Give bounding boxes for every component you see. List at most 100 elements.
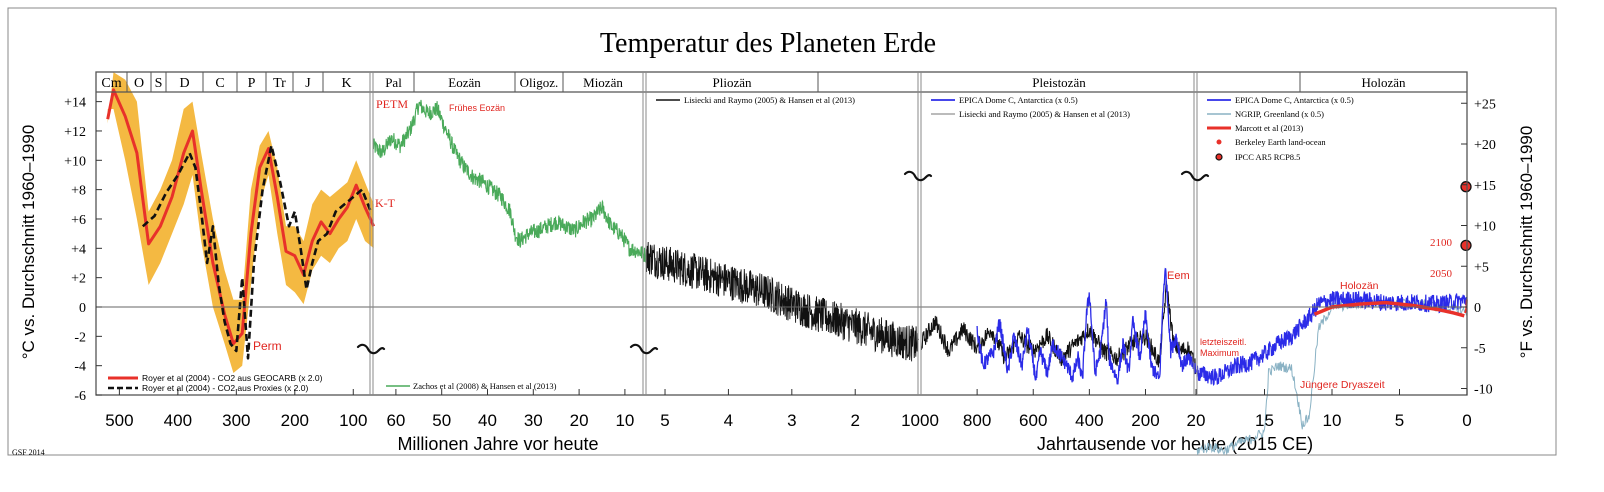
y-tick-label-celsius: -6 <box>74 389 86 404</box>
x-tick-label: 10 <box>1323 411 1342 430</box>
header-label-s: S <box>155 76 163 91</box>
y-tick-label-fahrenheit: -10 <box>1474 383 1493 398</box>
x-tick-label: 100 <box>339 411 367 430</box>
annotation-perm: Perm <box>253 339 282 353</box>
annotation-lgm-line2: Maximum <box>1200 348 1239 358</box>
x-tick-label: 600 <box>1019 411 1047 430</box>
legend-label-berkeley: Berkeley Earth land-ocean <box>1235 137 1326 147</box>
x-tick-label: 400 <box>164 411 192 430</box>
x-tick-label: 200 <box>1131 411 1159 430</box>
legend-swatch-berkeley <box>1216 139 1222 145</box>
x-tick-label: 800 <box>963 411 991 430</box>
x-axis-label-millennia: Jahrtausende vor heute (2015 CE) <box>1037 434 1313 454</box>
credit-text: GSF 2014 <box>12 448 45 457</box>
ipcc-point-2050 <box>1460 239 1472 252</box>
y-tick-label-celsius: -4 <box>74 360 86 375</box>
y-tick-label-fahrenheit: 0 <box>1474 301 1481 316</box>
header-label-oligoz-: Oligoz. <box>520 75 559 90</box>
header-label-c: C <box>215 76 224 91</box>
series-geocarb-line <box>106 88 376 346</box>
legend-label-ipcc: IPCC AR5 RCP8.5 <box>1235 152 1300 162</box>
y-tick-label-fahrenheit: +10 <box>1474 220 1496 235</box>
annotation-kt: K-T <box>375 196 396 210</box>
series-proxies-line <box>141 144 373 360</box>
x-tick-label: 2 <box>850 411 859 430</box>
header-label-d: D <box>179 76 189 91</box>
annotation-juengere-dryaszeit: Jüngere Dryaszeit <box>1300 379 1385 391</box>
annotation-2050: 2050 <box>1430 268 1453 280</box>
annotation-petm: PETM <box>376 97 408 111</box>
y-axis-label-fahrenheit: °F vs. Durchschnitt 1960–1990 <box>1517 126 1536 359</box>
chart-title: Temperatur des Planeten Erde <box>600 28 936 59</box>
y-tick-label-celsius: +12 <box>64 125 86 140</box>
x-tick-label: 5 <box>660 411 669 430</box>
y-tick-label-celsius: 0 <box>79 301 86 316</box>
legend-label-proxies: Royer et al (2004) - CO2 aus Proxies (x … <box>142 383 308 393</box>
series-epica-pleistocene-line <box>976 267 1197 385</box>
legend-swatch-ipcc <box>1215 153 1223 161</box>
series-epica-holocene-line <box>1196 290 1468 386</box>
y-tick-label-celsius: +4 <box>71 242 86 257</box>
header-label-k: K <box>341 76 351 91</box>
x-tick-label: 4 <box>724 411 733 430</box>
y-tick-label-fahrenheit: +20 <box>1474 138 1496 153</box>
header-label-plioz-n: Pliozän <box>713 75 752 90</box>
y-tick-label-celsius: +6 <box>71 213 86 228</box>
x-tick-label: 20 <box>570 411 589 430</box>
annotation-lgm-line1: letzteiszeitl. <box>1200 337 1247 347</box>
header-label-holoz-n: Holozän <box>1361 75 1406 90</box>
header-label-mioz-n: Miozän <box>583 75 623 90</box>
header-label-j: J <box>305 76 311 91</box>
legend-label-epica-p4: EPICA Dome C, Antarctica (x 0.5) <box>959 95 1078 105</box>
x-tick-label: 300 <box>222 411 250 430</box>
annotation-fruehes-eozaen: Frühes Eozän <box>449 103 505 113</box>
header-label-cm: Cm <box>101 76 121 91</box>
header-label-pal: Pal <box>385 75 402 90</box>
header-label-p: P <box>248 76 256 91</box>
legend-label-zachos: Zachos et al (2008) & Hansen et al (2013… <box>413 381 557 391</box>
y-tick-label-celsius: -2 <box>74 330 86 345</box>
annotation-eem: Eem <box>1167 270 1190 282</box>
header-label-eoz-n: Eozän <box>448 75 481 90</box>
plot-frame <box>95 71 1468 396</box>
x-tick-label: 200 <box>281 411 309 430</box>
header-label-o: O <box>134 76 144 91</box>
series-lisiecki-pliocene-line <box>645 241 920 362</box>
y-tick-label-fahrenheit: -5 <box>1474 342 1486 357</box>
x-tick-label: 50 <box>432 411 451 430</box>
axis-break-3 <box>903 170 933 182</box>
y-axis-label-celsius: °C vs. Durchschnitt 1960–1990 <box>19 125 38 360</box>
x-tick-label: 5 <box>1395 411 1404 430</box>
legend-label-lisiecki-p4: Lisiecki and Raymo (2005) & Hansen et al… <box>959 109 1130 119</box>
series-zachos-line <box>372 99 647 264</box>
axis-break-4 <box>1180 170 1210 182</box>
y-tick-label-celsius: +14 <box>64 96 86 111</box>
legend-label-ngrip: NGRIP, Greenland (x 0.5) <box>1235 109 1324 119</box>
y-tick-label-fahrenheit: +5 <box>1474 260 1489 275</box>
x-tick-label: 20 <box>1187 411 1206 430</box>
x-tick-label: 400 <box>1075 411 1103 430</box>
axis-break-2 <box>629 343 659 355</box>
ipcc-point-2100 <box>1460 181 1472 193</box>
y-tick-label-fahrenheit: +25 <box>1474 97 1496 112</box>
annotation-holozaen: Holozän <box>1340 280 1379 292</box>
x-tick-label: 40 <box>478 411 497 430</box>
legend-label-marcott: Marcott et al (2013) <box>1235 123 1303 133</box>
x-tick-label: 3 <box>787 411 796 430</box>
y-tick-label-celsius: +10 <box>64 154 86 169</box>
header-label-tr: Tr <box>273 76 286 91</box>
y-tick-label-celsius: +2 <box>71 272 86 287</box>
x-tick-label: 10 <box>615 411 634 430</box>
legend-label-lisiecki: Lisiecki and Raymo (2005) & Hansen et al… <box>684 95 855 105</box>
legend-label-geocarb: Royer et al (2004) - CO2 aus GEOCARB (x … <box>142 373 323 383</box>
x-tick-label: 1000 <box>901 411 939 430</box>
y-tick-label-celsius: +8 <box>71 184 86 199</box>
x-tick-label: 0 <box>1462 411 1471 430</box>
legend-label-epica-p5: EPICA Dome C, Antarctica (x 0.5) <box>1235 95 1354 105</box>
x-tick-label: 500 <box>105 411 133 430</box>
header-label-pleistoz-n: Pleistozän <box>1032 75 1086 90</box>
annotation-2100: 2100 <box>1430 237 1453 249</box>
axis-break-1 <box>356 343 386 355</box>
x-tick-label: 30 <box>524 411 543 430</box>
